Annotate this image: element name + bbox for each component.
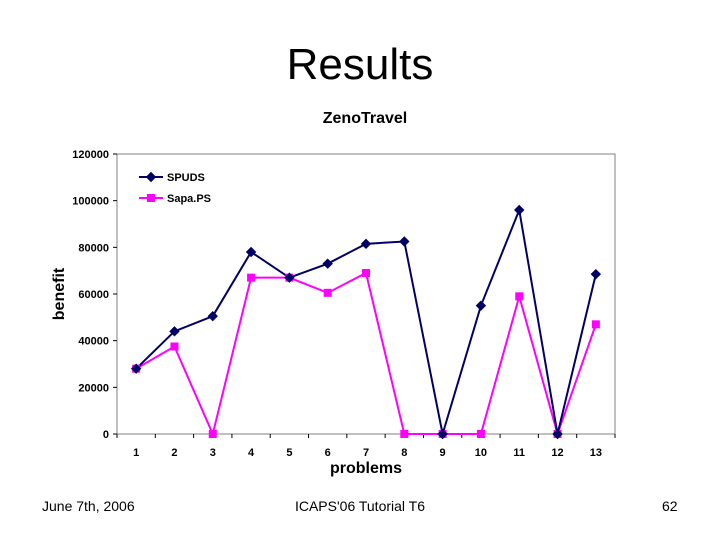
footer-date: June 7th, 2006: [42, 498, 135, 514]
x-tick-label: 7: [363, 447, 369, 459]
data-point-spuds: [207, 310, 218, 322]
footer-page-number: 62: [662, 498, 678, 514]
data-point-sapa-ps: [515, 292, 524, 301]
x-tick-label: 8: [401, 447, 407, 459]
x-tick-label: 6: [325, 447, 331, 459]
data-point-spuds: [514, 204, 525, 216]
legend-label-sapa-ps: Sapa.PS: [167, 193, 211, 205]
data-point-sapa-ps: [591, 320, 600, 329]
y-tick-label: 60000: [78, 289, 109, 301]
data-point-spuds: [399, 236, 410, 247]
y-tick-label: 40000: [78, 336, 109, 348]
data-point-spuds: [130, 363, 142, 374]
legend-marker-sapa-ps: [147, 194, 155, 202]
x-tick-label: 4: [248, 447, 255, 459]
plot-area: [116, 153, 616, 435]
data-point-spuds: [552, 428, 563, 440]
data-point-sapa-ps: [323, 288, 332, 297]
x-axis-label: problems: [330, 460, 402, 477]
data-point-sapa-ps: [362, 269, 370, 277]
y-tick-label: 80000: [78, 242, 109, 254]
y-tick-label: 120000: [72, 149, 109, 161]
data-point-sapa-ps: [476, 430, 485, 438]
x-tick-label: 10: [475, 447, 487, 459]
data-point-spuds: [169, 326, 180, 337]
x-tick-label: 13: [590, 447, 602, 459]
data-point-sapa-ps: [170, 342, 179, 351]
y-tick-label: 20000: [78, 382, 109, 394]
y-axis-label: benefit: [51, 267, 68, 320]
data-point-spuds: [245, 246, 257, 258]
data-point-sapa-ps: [208, 430, 217, 438]
data-point-spuds: [322, 258, 333, 269]
x-tick-label: 11: [513, 447, 525, 459]
legend-label-spuds: SPUDS: [167, 172, 205, 184]
x-tick-label: 12: [551, 447, 563, 459]
x-tick-label: 9: [440, 447, 446, 459]
y-tick-label: 0: [103, 429, 109, 441]
data-point-sapa-ps: [247, 273, 256, 282]
data-point-spuds: [284, 272, 295, 283]
y-tick-label: 100000: [72, 196, 109, 208]
data-point-sapa-ps: [400, 430, 409, 438]
chart-title: ZenoTravel: [323, 110, 407, 127]
x-tick-label: 2: [171, 447, 177, 459]
footer-event: ICAPS'06 Tutorial T6: [294, 498, 426, 514]
x-tick-label: 3: [210, 447, 216, 459]
slide-title: Results: [286, 40, 434, 89]
data-point-spuds: [360, 238, 372, 250]
x-tick-label: 1: [133, 447, 139, 459]
data-point-spuds: [437, 428, 448, 440]
data-point-spuds: [475, 300, 487, 311]
data-point-spuds: [590, 268, 602, 280]
x-tick-label: 5: [286, 447, 292, 459]
legend-marker-spuds: [145, 171, 157, 183]
